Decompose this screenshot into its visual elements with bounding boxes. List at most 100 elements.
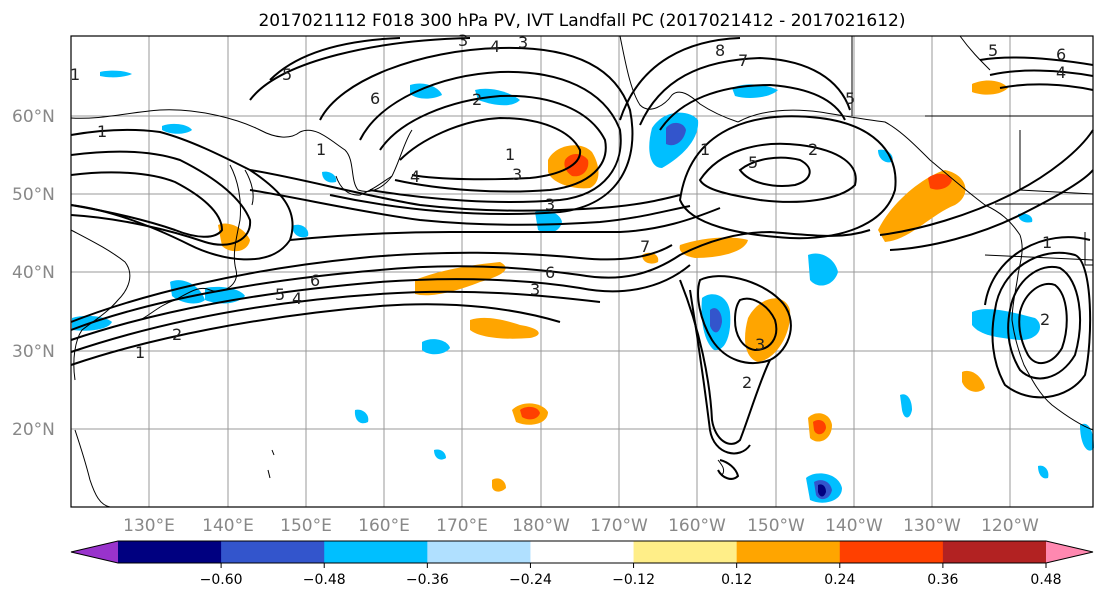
lon-label: 160°W	[668, 516, 726, 536]
contour-label: 6	[310, 271, 320, 290]
coast-philippines	[74, 429, 111, 508]
pv-negative-blob	[434, 449, 446, 460]
contour-label: 1	[316, 140, 326, 159]
contour-line	[678, 115, 897, 240]
contour-line	[991, 251, 1092, 399]
pv-positive-blob	[564, 154, 589, 177]
ivt-contours	[70, 37, 1094, 480]
contour-label: 4	[292, 289, 302, 308]
pv-positive-blob	[972, 80, 1008, 95]
lon-label: 170°E	[436, 516, 488, 536]
contour-label: 6	[1056, 45, 1066, 64]
contour-label: 1	[700, 140, 710, 159]
coast-north-america	[1011, 234, 1094, 431]
contour-line	[689, 289, 751, 455]
lat-label-30n: 30°N	[12, 342, 55, 362]
pv-negative-blob	[666, 122, 686, 146]
pv-negative-blob	[972, 309, 1040, 340]
border-state	[984, 254, 1094, 261]
coast-siberia	[70, 109, 413, 192]
pv-negative-blob	[162, 123, 192, 134]
lon-label: 180°W	[512, 516, 570, 536]
contour-label: 2	[1040, 310, 1050, 329]
pv-positive-blob	[962, 370, 985, 392]
coastlines	[70, 35, 1094, 508]
lon-label: 150°W	[747, 516, 805, 536]
contour-label: 4	[410, 167, 420, 186]
pv-negative-blob	[900, 394, 912, 418]
pv-negative-blob	[292, 224, 309, 238]
pv-negative-blob	[410, 83, 442, 99]
pv-negative-blob	[422, 339, 450, 355]
contour-line	[379, 94, 607, 193]
contour-line	[619, 37, 741, 121]
contour-label: 2	[808, 140, 818, 159]
contour-label: 3	[755, 335, 765, 354]
coast-alaska-west	[619, 35, 739, 123]
contour-label: 8	[715, 41, 725, 60]
contour-label: 2	[172, 325, 182, 344]
contour-line	[889, 169, 1094, 251]
lon-label: 140°E	[202, 516, 254, 536]
contour-label: 3	[518, 33, 528, 52]
contour-label: 4	[490, 37, 500, 56]
latitude-labels: 60°N 50°N 40°N 30°N 20°N	[12, 107, 55, 440]
coast-islands	[267, 449, 275, 479]
contour-line	[738, 156, 811, 187]
colorbar-segment	[736, 541, 841, 563]
pv-positive-blob	[745, 298, 791, 362]
contour-line	[70, 171, 224, 238]
contour-label: 6	[370, 89, 380, 108]
coast-japan	[139, 164, 241, 321]
colorbar-extend-min	[71, 541, 118, 563]
contour-label: 5	[988, 41, 998, 60]
contour-line	[70, 244, 673, 323]
pv-negative-blob	[732, 84, 778, 98]
pv-negative-blob	[1080, 423, 1094, 451]
contour-label: 7	[640, 237, 650, 256]
contour-label: 1	[505, 145, 515, 164]
coast-hawaii	[717, 459, 725, 476]
contour-label: 5	[748, 153, 758, 172]
colorbar-segment	[427, 541, 531, 563]
colorbar-segment	[942, 541, 1047, 563]
contour-label: 5	[845, 89, 855, 108]
pv-positive-blob	[520, 406, 540, 420]
colorbar-extend-max	[1046, 541, 1093, 563]
lon-label: 120°W	[981, 516, 1039, 536]
border-state	[959, 35, 991, 71]
colorbar-segment	[324, 541, 428, 563]
contour-line	[697, 275, 792, 365]
contour-label: 1	[135, 343, 145, 362]
colorbar-tick-label: −0.60	[200, 572, 243, 588]
contour-labels: 1 4 3 5 6 7 8 2 1 3 3 4 1 5 2 3 7 6 3 5 …	[70, 31, 1066, 392]
colorbar-tick-label: 0.48	[1030, 572, 1061, 588]
contour-line	[319, 46, 634, 215]
lon-label: 150°E	[280, 516, 332, 536]
contour-label: 7	[738, 51, 748, 70]
contour-line	[70, 264, 691, 341]
coast-alaska-south	[737, 109, 1021, 236]
colorbar-outline	[70, 540, 1094, 564]
pv-positive-blob	[492, 478, 506, 492]
contour-label: 3	[545, 195, 555, 214]
coast-kamchatka	[335, 175, 393, 196]
contour-line	[70, 128, 294, 261]
pv-negative-blob	[710, 308, 722, 333]
contour-line	[289, 207, 721, 241]
colorbar-tick-label: 0.12	[721, 572, 752, 588]
contour-line	[698, 142, 857, 203]
longitude-labels: 130°E 140°E 150°E 160°E 170°E 180°W 170°…	[123, 516, 1039, 536]
lat-label-40n: 40°N	[12, 263, 55, 283]
contour-label: 6	[545, 263, 555, 282]
pv-positive-blob	[679, 237, 748, 258]
contour-line	[1018, 282, 1068, 364]
pv-negative-blob	[808, 253, 838, 286]
contour-line	[249, 37, 471, 101]
colorbar: −0.60 −0.48 −0.36 −0.24 −0.12 0.12 0.24 0.36 0.4…	[70, 540, 1094, 588]
colorbar-tick-label: −0.24	[509, 572, 552, 588]
contour-line	[399, 116, 582, 181]
contour-line	[717, 459, 740, 480]
contour-line	[679, 279, 771, 445]
contour-line	[999, 83, 1094, 91]
